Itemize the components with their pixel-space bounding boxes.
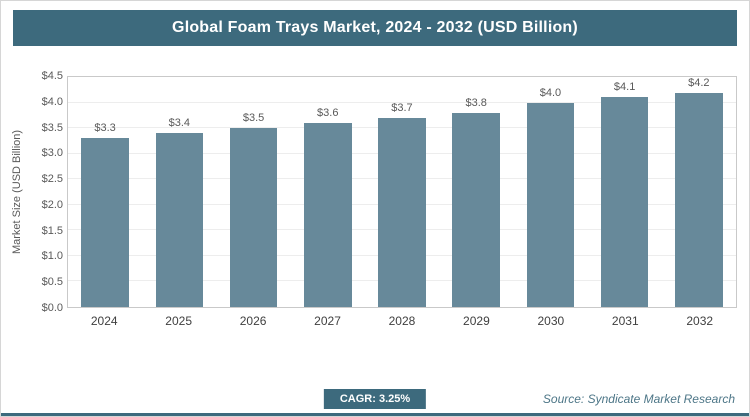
bar-column: $3.7: [365, 77, 439, 307]
plot-area: $3.3 $3.4 $3.5 $3.6 $3.7 $3.8 $4.0 $4.1 $4.2: [67, 76, 737, 308]
bar: [304, 123, 352, 307]
y-tick-label: $2.0: [41, 198, 63, 211]
bar-column: $4.1: [588, 77, 662, 307]
bar-column: $3.6: [291, 77, 365, 307]
cagr-badge: CAGR: 3.25%: [323, 389, 427, 409]
bar-value-label: $4.1: [613, 81, 636, 94]
bar-value-label: $3.3: [94, 122, 116, 135]
bars: $3.3 $3.4 $3.5 $3.6 $3.7 $3.8 $4.0 $4.1 $4.2: [68, 77, 736, 307]
y-axis-ticks: $0.0 $0.5 $1.0 $1.5 $2.0 $2.5 $3.0 $3.5 $4.0 $4.5: [21, 70, 63, 314]
bar: [81, 138, 129, 307]
cagr-label: CAGR: 3.25%: [339, 393, 411, 405]
bar-value-label: $4.0: [539, 86, 562, 99]
bar: [526, 102, 575, 307]
gridline: [68, 101, 736, 103]
bar-column: $4.2: [662, 77, 736, 307]
x-tick-label: 2028: [388, 314, 416, 328]
x-tick-label: 2027: [314, 314, 341, 328]
bar: [229, 128, 278, 307]
bar-value-label: $3.8: [465, 96, 487, 109]
y-tick-label: $3.5: [41, 121, 63, 134]
y-tick-label: $1.0: [41, 250, 63, 263]
x-tick-label: 2032: [686, 314, 714, 328]
source-credit: Source: Syndicate Market Research: [542, 392, 735, 406]
bar: [452, 112, 500, 307]
bar-value-label: $3.4: [168, 117, 191, 130]
bar-column: $4.0: [513, 77, 587, 307]
x-tick-label: 2030: [537, 314, 565, 328]
x-tick-label: 2025: [165, 314, 192, 328]
bar-column: $3.4: [142, 77, 216, 307]
y-tick-label: $2.5: [41, 173, 63, 186]
y-tick-label: $0.0: [41, 302, 63, 314]
bar: [675, 93, 723, 307]
bottom-accent-rule: [1, 413, 749, 416]
bar-column: $3.3: [68, 77, 142, 307]
y-tick-label: $4.0: [41, 95, 63, 108]
x-tick-label: 2026: [239, 314, 267, 328]
y-tick-label: $0.5: [41, 276, 63, 289]
bar-value-label: $3.6: [317, 107, 339, 119]
y-tick-label: $1.5: [41, 224, 63, 237]
bar: [155, 133, 204, 307]
x-tick-label: 2024: [90, 314, 118, 328]
bar-value-label: $4.2: [688, 77, 710, 89]
bar: [378, 117, 426, 307]
bar-column: $3.5: [216, 77, 290, 307]
x-tick-label: 2031: [611, 314, 639, 328]
chart-title-bar: Global Foam Trays Market, 2024 - 2032 (U…: [13, 10, 737, 46]
chart-title: Global Foam Trays Market, 2024 - 2032 (U…: [172, 19, 578, 36]
bar: [600, 97, 649, 307]
y-tick-label: $3.0: [41, 147, 63, 160]
x-axis-labels: 2024 2025 2026 2027 2028 2029 2030 2031 2032: [67, 314, 737, 328]
bar-value-label: $3.5: [242, 112, 265, 125]
bar-value-label: $3.7: [391, 101, 413, 114]
bar-column: $3.8: [439, 77, 513, 307]
x-tick-label: 2029: [463, 314, 490, 328]
y-tick-label: $4.5: [41, 70, 63, 82]
